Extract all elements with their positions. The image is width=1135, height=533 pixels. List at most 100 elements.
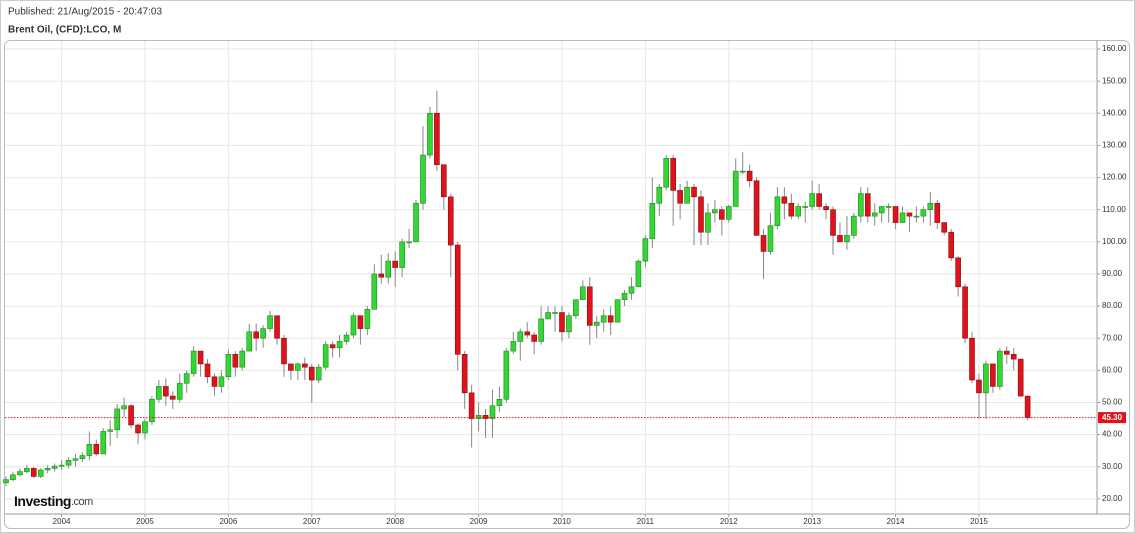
y-tick-label: 120.00 [1102,173,1127,182]
candle-body [531,334,537,342]
candle-body [705,212,711,233]
candle-body [350,315,357,336]
candle-body [586,286,593,326]
candle-body [621,292,628,300]
candle-body [580,286,586,300]
y-tick-label: 60.00 [1102,365,1123,374]
candle-body [635,260,642,288]
candle-body [107,429,114,432]
candle-body [253,331,259,339]
candle-body [878,206,885,214]
candle-body [746,170,753,182]
candle-body [628,286,635,294]
candle-body [760,235,767,252]
chart-title: Brent Oil, (CFD):LCO, M [8,25,121,36]
candle-body [593,321,600,326]
candle-body [385,260,392,278]
candle-body [392,260,398,268]
candle-body [545,312,551,320]
x-tick-label: 2010 [553,517,571,526]
candle-body [816,193,822,207]
candle-body [677,190,683,204]
y-tick-label: 50.00 [1102,398,1123,407]
candle-body [614,299,621,323]
candle-body [517,331,524,342]
candle-body [176,382,183,400]
candle-body [684,186,690,204]
candle-body [100,431,107,455]
candle-body [260,328,266,339]
candle-body [997,350,1003,387]
candle-body [858,193,864,217]
candle-body [475,415,482,419]
candle-body [329,344,336,349]
candle-body [51,465,58,469]
candle-body [37,469,44,477]
x-tick-label: 2006 [219,517,237,526]
candle-body [573,299,579,317]
candle-body [364,309,371,329]
candle-body [454,244,461,355]
published: Published: 21/Aug/2015 - 20:47:03 [8,7,162,18]
candle-body [163,386,169,397]
candle-body [844,235,850,243]
candle-body [969,337,975,381]
candle-body [899,212,906,223]
candle-body [920,209,927,217]
y-tick-label: 40.00 [1102,430,1123,439]
candle-body [10,474,16,480]
candle-body [142,421,148,434]
candle-body [691,186,697,198]
candle-body [114,408,120,431]
candle-body [739,170,746,173]
candle-body [420,154,426,204]
candle-body [1003,350,1010,355]
candle-body [156,386,162,400]
y-tick-label: 70.00 [1102,333,1123,342]
candle-body [44,468,51,471]
candle-body [885,206,892,208]
candle-body [17,471,23,476]
candle-body [441,164,447,198]
candle-body [489,405,496,419]
candle-body [65,460,72,466]
candle-body [607,315,614,323]
candles [3,90,1031,487]
y-tick-label: 90.00 [1102,269,1123,278]
candle-body [496,398,503,407]
candle-body [642,238,649,262]
candle-body [600,315,607,323]
candle-body [781,196,788,204]
candle-body [670,157,676,191]
y-tick-label: 160.00 [1102,44,1127,53]
x-tick-label: 2012 [720,517,738,526]
candle-body [962,286,968,339]
x-tick-label: 2011 [637,517,655,526]
candle-body [204,363,211,378]
y-tick-label: 80.00 [1102,301,1123,310]
y-tick-label: 130.00 [1102,141,1127,150]
candle-body [24,468,30,472]
candle-body [656,186,663,204]
candle-body [197,350,204,365]
x-tick-label: 2009 [470,517,488,526]
candle-body [649,202,656,239]
plot-frame [4,40,1130,529]
last-price-box [1098,412,1126,424]
candle-body [461,353,468,394]
candle-body [128,405,134,426]
candle-body [93,443,100,455]
candle-body [864,193,871,217]
candle-body [809,193,815,207]
y-tick-label: 100.00 [1102,237,1127,246]
candle-body [371,273,378,310]
candle-body [482,415,489,419]
candle-body [788,202,795,217]
candle-body [892,206,899,223]
candle-body [1024,395,1031,418]
x-tick-label: 2004 [53,517,71,526]
x-tick-label: 2008 [386,517,404,526]
candle-body [948,231,954,259]
candle-body [802,206,809,208]
candle-body [232,353,239,368]
